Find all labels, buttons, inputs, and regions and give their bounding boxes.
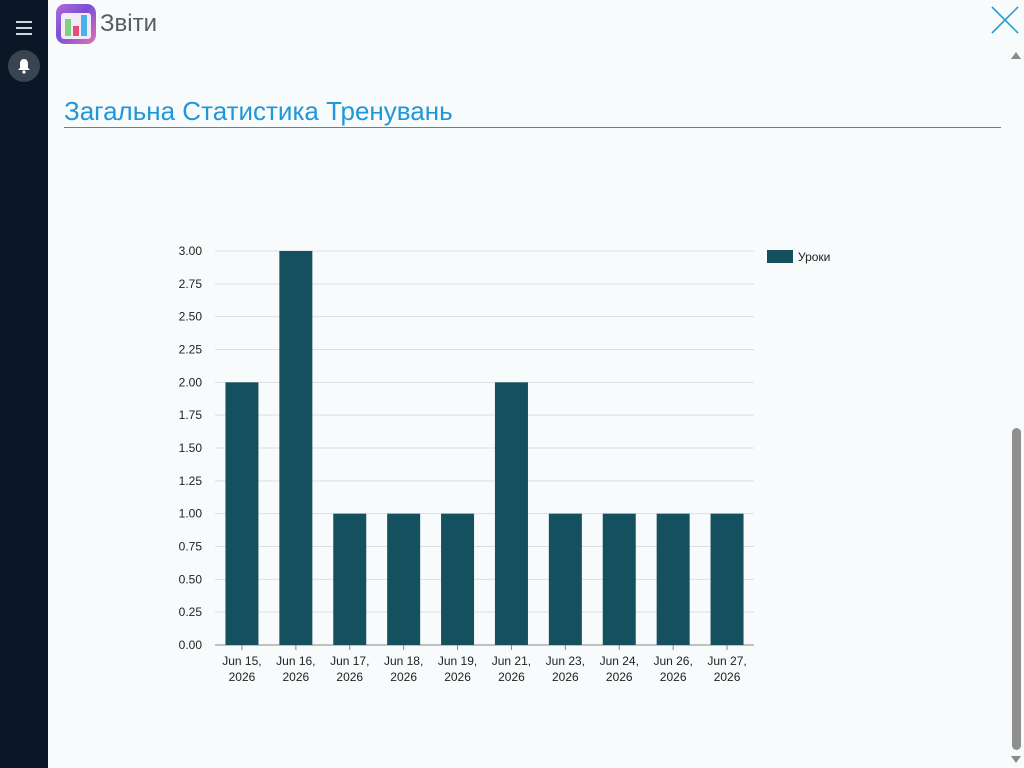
y-tick-label: 0.25 <box>179 605 203 619</box>
y-tick-label: 1.50 <box>179 441 203 455</box>
hamburger-menu-icon[interactable] <box>10 16 38 40</box>
bar <box>333 513 367 645</box>
legend-swatch <box>767 250 793 263</box>
bar <box>494 382 528 645</box>
bar <box>656 513 690 645</box>
y-tick-label: 2.00 <box>179 375 203 389</box>
y-tick-label: 0.00 <box>179 638 203 652</box>
x-tick-label-year: 2026 <box>714 670 741 684</box>
x-tick-label: Jun 26, <box>653 654 692 668</box>
x-tick-label-year: 2026 <box>390 670 417 684</box>
reports-app-icon <box>56 4 96 44</box>
bell-icon[interactable] <box>8 50 40 82</box>
section-title: Загальна Статистика Тренувань <box>64 96 453 126</box>
section-heading: Загальна Статистика Тренувань <box>64 95 1001 128</box>
y-tick-label: 2.25 <box>179 343 203 357</box>
x-tick-label: Jun 17, <box>330 654 369 668</box>
scroll-down-arrow[interactable] <box>1011 756 1021 763</box>
bar <box>225 382 259 645</box>
bar <box>602 513 636 645</box>
bar <box>279 251 313 645</box>
x-tick-label: Jun 27, <box>707 654 746 668</box>
x-tick-label-year: 2026 <box>498 670 525 684</box>
y-tick-label: 1.25 <box>179 474 203 488</box>
bar <box>387 513 421 645</box>
x-tick-label: Jun 19, <box>438 654 477 668</box>
x-tick-label: Jun 23, <box>546 654 585 668</box>
x-tick-label-year: 2026 <box>229 670 256 684</box>
y-tick-label: 1.00 <box>179 507 203 521</box>
x-tick-label: Jun 18, <box>384 654 423 668</box>
x-tick-label-year: 2026 <box>552 670 579 684</box>
x-tick-label-year: 2026 <box>606 670 633 684</box>
x-tick-label-year: 2026 <box>336 670 363 684</box>
y-tick-label: 3.00 <box>179 244 203 258</box>
x-tick-label: Jun 16, <box>276 654 315 668</box>
bar <box>710 513 744 645</box>
x-tick-label: Jun 21, <box>492 654 531 668</box>
y-tick-label: 0.50 <box>179 572 203 586</box>
app-title: Звіти <box>100 10 157 37</box>
y-tick-label: 0.75 <box>179 540 203 554</box>
x-tick-label-year: 2026 <box>444 670 471 684</box>
y-tick-label: 2.75 <box>179 277 203 291</box>
scrollbar-thumb[interactable] <box>1012 428 1021 750</box>
left-sidebar <box>0 0 48 768</box>
x-tick-label-year: 2026 <box>660 670 687 684</box>
x-tick-label: Jun 15, <box>222 654 261 668</box>
x-tick-label-year: 2026 <box>282 670 309 684</box>
y-tick-label: 2.50 <box>179 310 203 324</box>
bar <box>441 513 475 645</box>
close-icon[interactable] <box>988 4 1020 36</box>
bar <box>548 513 582 645</box>
legend-label: Уроки <box>798 250 830 264</box>
x-tick-label: Jun 24, <box>600 654 639 668</box>
y-tick-label: 1.75 <box>179 408 203 422</box>
scroll-up-arrow[interactable] <box>1011 52 1021 59</box>
